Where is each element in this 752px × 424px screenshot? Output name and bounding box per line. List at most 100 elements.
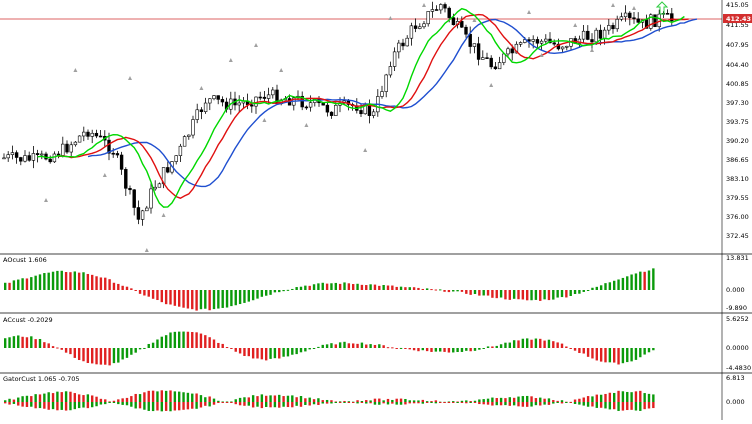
histogram-bar (4, 402, 7, 404)
histogram-bar (312, 348, 316, 349)
histogram-bar (586, 396, 590, 402)
histogram-bar (591, 348, 594, 359)
histogram-bar (186, 290, 190, 309)
histogram-bar (399, 286, 403, 290)
current-price-badge (723, 14, 752, 23)
histogram-bar (425, 348, 429, 352)
candle-body (560, 46, 565, 50)
histogram-bar (34, 339, 37, 348)
candle-body (145, 207, 149, 212)
histogram-bar (169, 402, 172, 412)
candle-body (73, 141, 78, 146)
histogram-bar (225, 347, 229, 349)
histogram-bar (512, 290, 516, 299)
histogram-bar (504, 342, 507, 348)
candle-body (623, 12, 628, 18)
histogram-bar (613, 348, 616, 363)
histogram-bar (156, 402, 159, 411)
histogram-bar (447, 290, 451, 293)
histogram-bar (465, 290, 468, 294)
candle-body (258, 96, 262, 99)
histogram-bar (108, 279, 111, 290)
histogram-bar (517, 290, 520, 300)
histogram-bar (295, 287, 298, 290)
histogram-bar (369, 400, 372, 402)
histogram-bar (291, 395, 294, 402)
histogram-bar (60, 348, 63, 350)
histogram-bar (217, 402, 220, 403)
histogram-bar (430, 289, 433, 291)
histogram-bar (30, 277, 33, 290)
histogram-bar (117, 402, 120, 405)
histogram-bar (543, 340, 546, 348)
histogram-bar (308, 348, 311, 350)
histogram-bar (230, 402, 233, 403)
histogram-bar (82, 348, 85, 362)
candle-body (325, 104, 330, 113)
histogram-bar (395, 348, 398, 349)
histogram-bar (186, 392, 190, 402)
histogram-bar (282, 348, 285, 357)
candle-body (493, 66, 498, 70)
histogram-bar (434, 402, 438, 404)
histogram-bar (130, 288, 133, 290)
histogram-bar (604, 348, 607, 363)
histogram-bar (495, 345, 498, 348)
histogram-bar (12, 336, 16, 348)
fractal-marker (489, 83, 494, 87)
histogram-bar (17, 279, 20, 290)
histogram-bar (308, 397, 311, 402)
histogram-bar (112, 348, 116, 364)
histogram-bar (573, 290, 577, 294)
histogram-bar (95, 276, 98, 290)
candle-body (271, 89, 275, 96)
candle-body (199, 109, 204, 112)
histogram-bar (4, 282, 7, 290)
histogram-bar (238, 348, 242, 354)
price-axis[interactable]: 415.05 407.95 404.40 400.85 397.30 393.7… (721, 0, 752, 420)
candle-body (451, 17, 456, 26)
histogram-bar (473, 348, 477, 351)
candle-body (220, 99, 225, 103)
histogram-bar (173, 402, 177, 411)
histogram-bar (552, 400, 555, 402)
histogram-bar (56, 402, 59, 411)
fractal-marker (304, 123, 309, 127)
histogram-bar (225, 402, 229, 403)
histogram-bar (17, 402, 20, 406)
ao-pane[interactable]: AOcust 1.606 13.831 0.000 -9.890 (3, 254, 749, 312)
histogram-bar (260, 290, 264, 297)
histogram-bar (108, 348, 111, 366)
histogram-bar (434, 348, 438, 352)
histogram-bar (430, 402, 433, 403)
price-pane[interactable] (0, 1, 722, 252)
histogram-bar (430, 401, 433, 403)
histogram-bar (8, 282, 11, 290)
ac-pane[interactable]: ACcust -0.2029 5.6252 0.0000 -4.4830 (3, 315, 751, 372)
histogram-bar (121, 402, 124, 405)
histogram-bar (30, 336, 33, 348)
histogram-bar (652, 402, 655, 409)
histogram-bar (51, 346, 55, 348)
candle-body (539, 40, 544, 44)
histogram-bar (56, 270, 59, 290)
candle-body (665, 13, 670, 15)
histogram-bar (338, 342, 342, 348)
histogram-bar (595, 402, 598, 408)
histogram-bar (108, 402, 111, 403)
candle-body (590, 39, 594, 43)
histogram-bar (482, 402, 485, 405)
histogram-bar (591, 402, 594, 407)
histogram-bar (265, 402, 268, 407)
candle-body (636, 18, 640, 23)
histogram-bar (495, 402, 498, 406)
candle-body (128, 188, 132, 191)
gator-pane[interactable]: GatorCust 1.065 -0.705 6.813 0.000 (3, 374, 745, 412)
ac-label: ACcust -0.2029 (3, 316, 53, 324)
histogram-bar (556, 400, 559, 402)
histogram-bar (599, 285, 603, 290)
histogram-bar (556, 402, 559, 403)
histogram-bar (530, 290, 533, 301)
